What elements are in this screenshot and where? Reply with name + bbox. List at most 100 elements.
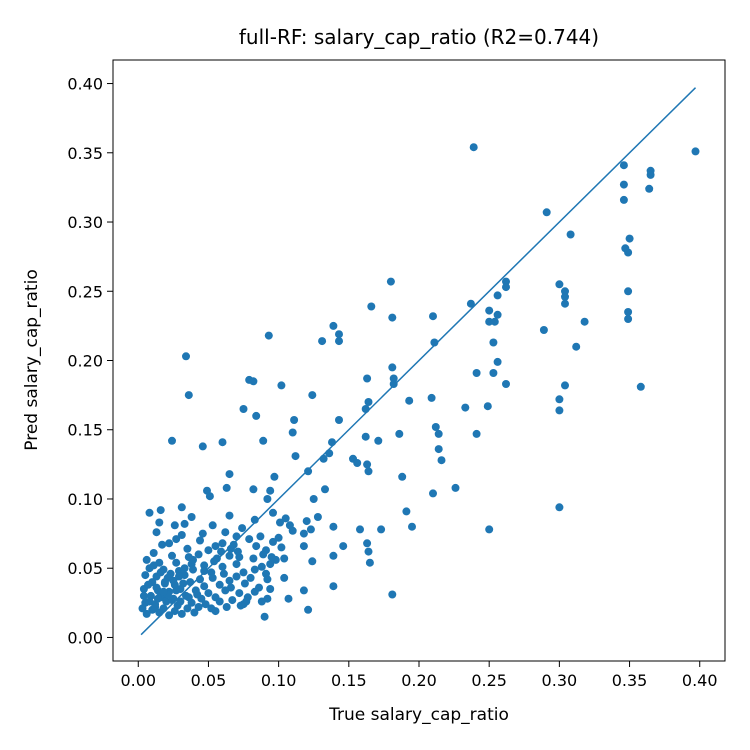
data-point <box>364 547 373 556</box>
data-point <box>321 485 329 494</box>
data-point <box>339 542 348 551</box>
data-point <box>318 337 327 346</box>
data-point <box>461 403 470 412</box>
data-point <box>361 405 370 413</box>
data-point <box>624 308 633 316</box>
data-point <box>159 587 168 596</box>
identity-line <box>140 87 697 636</box>
data-point <box>194 603 203 611</box>
data-point <box>329 582 338 591</box>
data-point <box>218 539 227 548</box>
data-point <box>281 514 290 523</box>
data-point <box>483 402 492 411</box>
data-point <box>152 583 161 592</box>
data-point <box>208 521 217 530</box>
data-point <box>335 337 343 346</box>
data-point <box>145 597 154 606</box>
y-tick-label: 0.25 <box>67 282 103 301</box>
data-point <box>280 554 289 563</box>
data-point <box>451 483 460 492</box>
data-point <box>555 406 564 415</box>
data-point <box>288 428 297 437</box>
data-point <box>221 586 230 595</box>
data-point <box>201 600 210 609</box>
data-point <box>405 396 414 405</box>
data-point <box>561 287 569 296</box>
data-point <box>266 560 275 569</box>
data-point <box>437 456 446 465</box>
data-point <box>165 539 174 548</box>
data-point <box>221 528 230 537</box>
data-point <box>319 454 328 463</box>
data-point <box>493 310 502 319</box>
x-tick-label: 0.00 <box>120 671 156 690</box>
data-point <box>489 369 498 377</box>
data-point <box>266 486 275 495</box>
data-point <box>308 391 317 400</box>
data-point <box>182 352 190 361</box>
data-point <box>309 495 318 503</box>
data-point <box>142 609 151 618</box>
data-point <box>270 472 279 481</box>
data-point <box>561 381 569 390</box>
data-point <box>198 529 207 538</box>
x-tick-label: 0.05 <box>191 671 227 690</box>
data-point <box>555 395 564 404</box>
data-point <box>257 597 266 606</box>
data-point <box>208 573 217 582</box>
data-point <box>466 299 475 308</box>
data-point <box>395 429 404 438</box>
data-point <box>235 589 244 598</box>
data-point <box>189 555 197 564</box>
y-tick-label: 0.35 <box>67 144 103 163</box>
data-point <box>252 411 261 420</box>
data-point <box>472 429 481 438</box>
data-point <box>233 547 242 556</box>
data-point <box>429 489 437 498</box>
data-point <box>200 561 209 570</box>
data-point <box>239 568 248 577</box>
data-point <box>328 438 336 447</box>
data-point <box>502 277 510 286</box>
data-point <box>555 280 564 289</box>
data-point <box>249 377 258 386</box>
data-point <box>302 517 311 526</box>
data-point <box>539 326 548 334</box>
data-point <box>274 533 283 542</box>
y-tick-label: 0.00 <box>67 628 103 647</box>
data-point <box>277 381 286 390</box>
data-point <box>177 503 186 512</box>
data-point <box>165 611 174 620</box>
data-point <box>218 562 227 571</box>
data-point <box>200 582 209 591</box>
data-point <box>363 374 372 383</box>
data-point <box>232 560 241 569</box>
x-tick-label: 0.10 <box>261 671 297 690</box>
data-point <box>166 569 175 578</box>
data-point <box>210 557 219 566</box>
data-point <box>200 567 209 575</box>
data-point <box>374 436 383 445</box>
data-point <box>240 579 249 588</box>
y-tick-label: 0.30 <box>67 213 103 232</box>
data-point <box>229 540 238 549</box>
data-point <box>198 442 207 451</box>
data-point <box>152 528 161 537</box>
data-point <box>269 508 277 517</box>
data-point <box>189 565 197 574</box>
data-point <box>245 535 254 544</box>
data-point <box>228 596 237 605</box>
data-point <box>177 531 186 539</box>
data-point <box>250 515 259 524</box>
data-point <box>170 607 179 616</box>
data-point <box>388 590 397 599</box>
data-point <box>434 445 443 454</box>
data-point <box>561 292 569 301</box>
y-tick-label: 0.05 <box>67 559 103 578</box>
data-point <box>183 604 192 613</box>
data-point <box>238 524 247 533</box>
data-point <box>469 143 478 152</box>
data-point <box>264 331 273 340</box>
x-tick-label: 0.20 <box>401 671 437 690</box>
data-point <box>186 578 195 587</box>
